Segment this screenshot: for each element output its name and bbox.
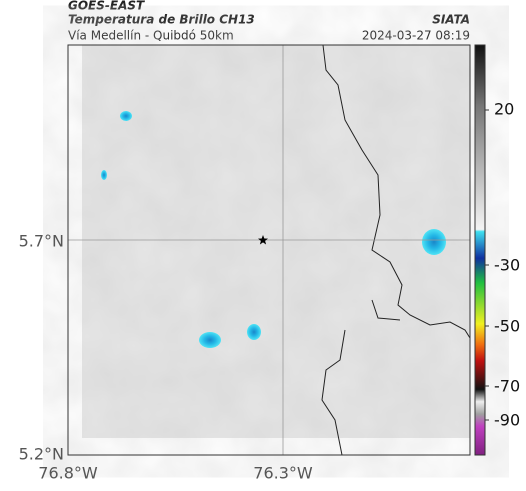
colorbar-label: -90 [494, 411, 520, 430]
colorbar-label: -70 [494, 377, 520, 396]
cold-cloud [120, 111, 132, 121]
lat-label: 5.2°N [19, 445, 64, 464]
map-area [67, 44, 471, 456]
timestamp: 2024-03-27 08:19 [362, 29, 470, 43]
cold-cloud [199, 332, 221, 348]
cold-cloud [247, 324, 261, 340]
colorbar-label: 20 [494, 100, 514, 119]
colorbar-label: -50 [494, 317, 520, 336]
satellite-name: GOES-EAST [68, 0, 145, 13]
product-title: Temperatura de Brillo CH13 [68, 13, 255, 27]
lat-label: 5.7°N [19, 232, 64, 251]
location-marker [258, 235, 268, 245]
colorbar-label: -30 [494, 256, 520, 275]
colorbar [474, 44, 486, 456]
colorbar-ticks [485, 109, 489, 421]
lon-label: 76.3°W [253, 464, 313, 483]
lon-label: 76.8°W [38, 464, 98, 483]
agency: SIATA [432, 13, 470, 27]
cold-cloud [422, 229, 446, 255]
route-subtitle: Vía Medellín - Quibdó 50km [68, 29, 234, 43]
map-frame [67, 44, 471, 456]
cold-cloud [101, 170, 107, 180]
imagery-texture [82, 45, 470, 438]
boundary-line [321, 44, 471, 456]
